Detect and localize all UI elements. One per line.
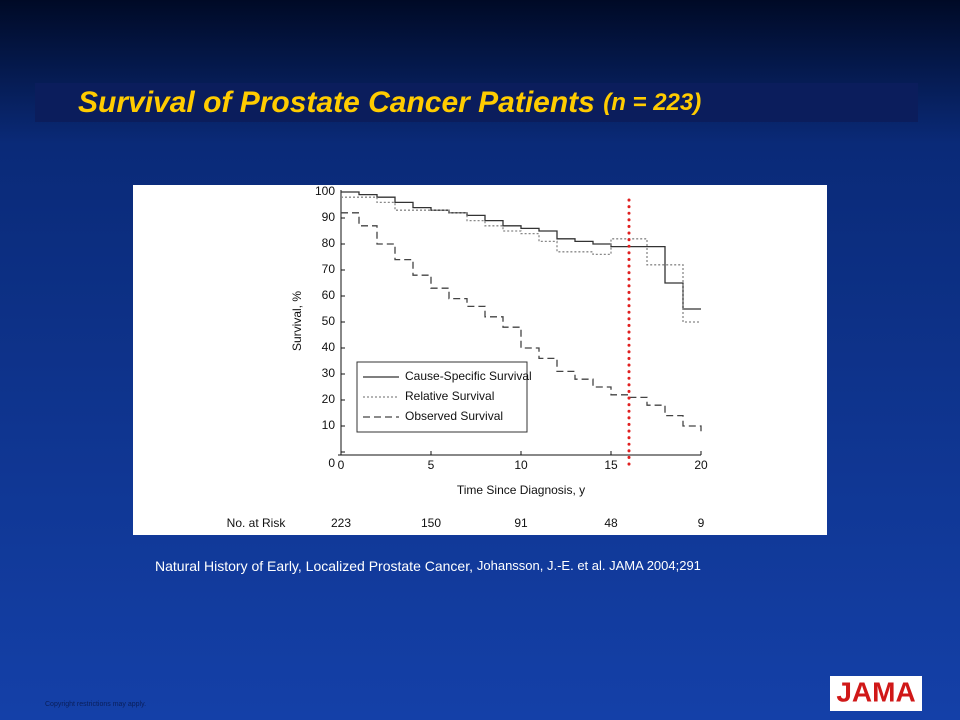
logo-box [830, 676, 922, 711]
title-note: (n = 223) [603, 89, 701, 116]
copyright: Copyright restrictions may apply. [45, 701, 146, 708]
risk-value: 223 [331, 516, 351, 530]
risk-value: 48 [604, 516, 618, 530]
x-tick-label: 15 [604, 458, 618, 472]
risk-value: 150 [421, 516, 441, 530]
title-main: Survival of Prostate Cancer Patients [78, 86, 595, 119]
logo: JAMA [836, 676, 915, 707]
y-tick-label: 80 [322, 236, 336, 250]
survival-line [341, 212, 702, 432]
chart-panel [133, 185, 827, 535]
y-tick-label: 50 [322, 314, 336, 328]
x-tick-label: 10 [514, 458, 528, 472]
y-axis-title: Survival, % [290, 291, 304, 351]
citation-title: Natural History of Early, Localized Pros… [155, 558, 473, 574]
risk-value: 9 [698, 516, 705, 530]
survival-line [341, 196, 701, 323]
x-tick-label: 5 [428, 458, 435, 472]
y-tick-label: 10 [322, 418, 336, 432]
y-tick-label: 70 [322, 262, 336, 276]
risk-value: 91 [514, 516, 528, 530]
y-tick-label: 90 [322, 210, 336, 224]
y-tick-label: 20 [322, 392, 336, 406]
legend-box [356, 361, 528, 433]
slide-title: Survival of Prostate Cancer Patients (n … [78, 86, 701, 119]
y-tick-label: 60 [322, 288, 336, 302]
x-tick-label: 0 [338, 458, 345, 472]
survival-line [341, 191, 701, 310]
risk-label: No. at Risk [227, 516, 287, 530]
y-tick-label: 100 [315, 184, 335, 198]
citation-source: Johansson, J.-E. et al. JAMA 2004;291 [477, 558, 701, 573]
title-bar [35, 83, 918, 122]
x-tick-label: 20 [694, 458, 708, 472]
legend-label: Observed Survival [405, 409, 503, 423]
citation: Natural History of Early, Localized Pros… [155, 558, 701, 574]
y-tick-label: 30 [322, 366, 336, 380]
y-tick-label: 0 [328, 456, 335, 470]
legend-label: Cause-Specific Survival [405, 369, 532, 383]
x-axis-title: Time Since Diagnosis, y [457, 483, 585, 497]
y-tick-label: 40 [322, 340, 336, 354]
legend-label: Relative Survival [405, 389, 494, 403]
